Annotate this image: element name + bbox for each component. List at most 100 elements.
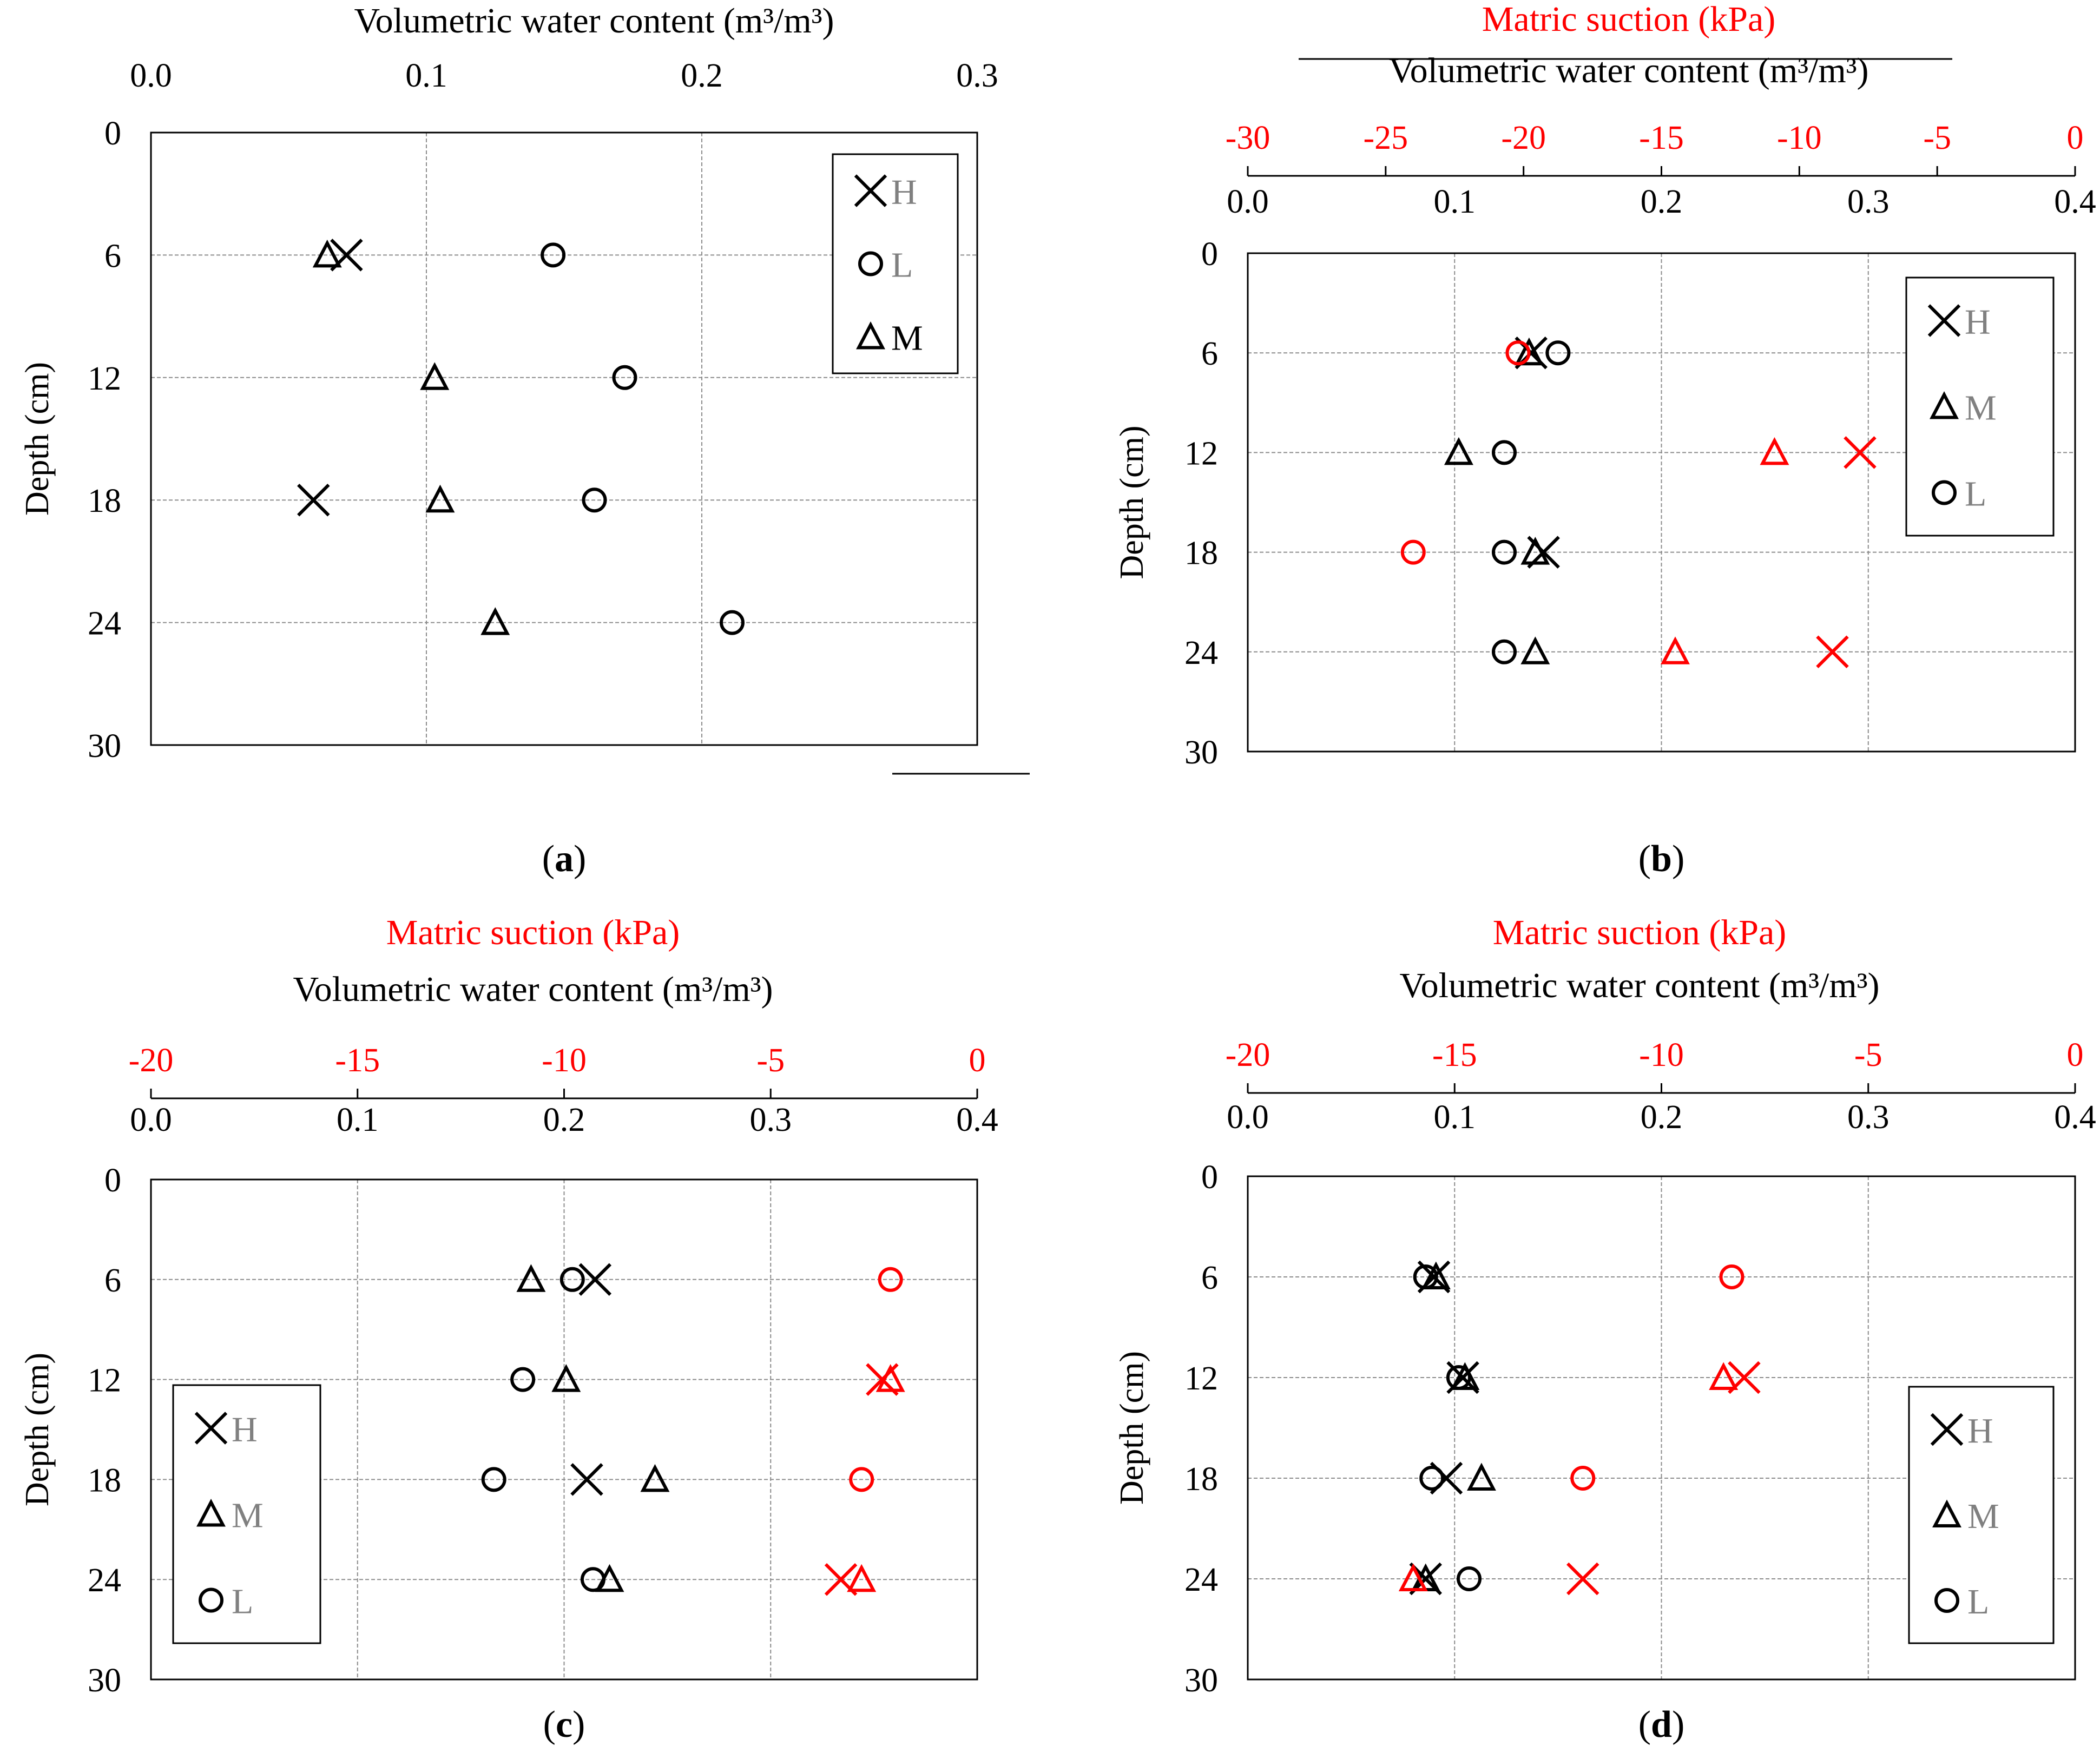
panel-d-ytick-label-2: 12	[1184, 1360, 1218, 1397]
panel-d-series-2-point-1	[1446, 1365, 1471, 1390]
panel-d-legend-marker-1	[1932, 1499, 1961, 1527]
panel-d-vwc-title: Volumetric water content (m³/m³)	[1400, 966, 1880, 1005]
panel-b-series-3-point-0	[1844, 436, 1877, 469]
panel-c-legend-label-0: H	[232, 1410, 258, 1450]
panel-c-suction-tick-label-2: -10	[542, 1042, 587, 1079]
panel-c-suction-tick-label-1: -15	[335, 1042, 380, 1079]
panel-d-series-2-point-0	[1413, 1264, 1438, 1289]
panel-a-vwc-tick-label-0: 0.0	[130, 57, 172, 94]
panel-a-vwc-tick-label-3: 0.3	[956, 57, 998, 94]
panel-c-series-5-point-0	[878, 1267, 903, 1292]
panel-a-ytick-label-4: 24	[88, 605, 121, 642]
panel-a-vwc-title: Volumetric water content (m³/m³)	[354, 1, 834, 41]
panel-a-series-2-point-0	[312, 239, 342, 268]
panel-c-vwc-tick-label-1: 0.1	[337, 1102, 379, 1138]
panel-b-legend-box	[1905, 276, 2055, 537]
panel-d-vwc-tick-label-3: 0.3	[1847, 1099, 1890, 1136]
panel-c-series-1-point-0	[516, 1264, 546, 1292]
panel-c-ytick-label-0: 0	[104, 1162, 121, 1199]
panel-b-series-5-point-0	[1505, 340, 1531, 366]
panel-c-vwc-tick-label-4: 0.4	[956, 1102, 998, 1138]
panel-d-suction-title: Matric suction (kPa)	[1493, 913, 1787, 952]
panel-c-ytick-label-3: 18	[88, 1462, 121, 1499]
panel-c-series-4-point-0	[875, 1364, 905, 1392]
panel-a-legend-marker-0	[854, 174, 887, 207]
panel-d-ytick-label-3: 18	[1184, 1461, 1218, 1498]
panel-b-legend-label-0: H	[1965, 302, 1991, 342]
panel-b-suction-tick-label-3: -15	[1639, 120, 1684, 156]
panel-a-series-0-point-1	[297, 483, 330, 517]
panel-b-series-1-point-0	[1514, 337, 1544, 366]
panel-b-suction-tick-label-6: 0	[2067, 120, 2084, 156]
panel-a-series-2-point-2	[425, 484, 455, 513]
panel-b-ytick-label-4: 24	[1184, 635, 1218, 671]
panel-b-vwc-tick-label-4: 0.4	[2054, 183, 2096, 220]
panel-d-series-1-point-0	[1421, 1261, 1451, 1289]
panel-b-series-1-point-2	[1520, 537, 1550, 565]
panel-b-suction-tick-label-0: -30	[1226, 120, 1270, 156]
panel-b-ytick-label-1: 6	[1201, 335, 1218, 372]
panel-c-suction-tick-label-0: -20	[129, 1042, 174, 1079]
panel-b-vwc-tick-label-1: 0.1	[1434, 183, 1476, 220]
panel-d-legend-label-1: M	[1967, 1497, 1999, 1536]
panel-b-vwc-tick-label-2: 0.2	[1641, 183, 1683, 220]
panel-b-series-5-point-1	[1400, 539, 1426, 565]
panel-c-ytick-label-2: 12	[88, 1362, 121, 1399]
panel-c-plot-frame	[150, 1178, 978, 1681]
panel-d-suction-tick-label-1: -15	[1432, 1037, 1477, 1073]
panel-a-ytick-label-1: 6	[104, 238, 121, 274]
panel-c-ytick-label-1: 6	[104, 1262, 121, 1299]
panel-d-legend-label-0: H	[1967, 1411, 1993, 1451]
panel-b-suction-tick-label-1: -25	[1364, 120, 1408, 156]
panel-d-suction-tick-label-0: -20	[1226, 1037, 1270, 1073]
panel-c-legend-marker-1	[196, 1499, 226, 1527]
panel-a-ytick-label-0: 0	[104, 115, 121, 152]
panel-b-series-1-point-1	[1444, 437, 1473, 465]
panel-d-legend-marker-2	[1934, 1588, 1959, 1613]
panel-a-vwc-tick-label-2: 0.2	[681, 57, 723, 94]
panel-c-label: (c)	[543, 1704, 585, 1745]
panel-a-series-2-point-3	[480, 607, 510, 635]
panel-d-series-4-point-0	[1709, 1362, 1739, 1390]
panel-d-label: (d)	[1638, 1704, 1685, 1745]
panel-a-series-1-point-1	[612, 365, 637, 390]
panel-c-vwc-tick-label-2: 0.2	[543, 1102, 585, 1138]
panel-d-vwc-tick-label-4: 0.4	[2054, 1099, 2096, 1136]
panel-d-ytick-label-1: 6	[1201, 1260, 1218, 1296]
panel-d-ytick-label-0: 0	[1201, 1159, 1218, 1196]
panel-b-legend-marker-1	[1930, 391, 1959, 419]
panel-b-ytick-label-2: 12	[1184, 435, 1218, 472]
panel-b-suction-tick-label-2: -20	[1501, 120, 1546, 156]
panel-b-legend-label-1: M	[1965, 388, 1997, 428]
panel-d-vwc-tick-label-1: 0.1	[1434, 1099, 1476, 1136]
panel-d-legend-label-2: L	[1967, 1582, 1989, 1622]
panel-a-legend-label-2: M	[891, 319, 923, 358]
panel-a-series-1-point-2	[582, 487, 607, 513]
panel-a-ytick-label-2: 12	[88, 360, 121, 397]
panel-d-plot-frame	[1247, 1175, 2076, 1681]
panel-a-legend-marker-1	[858, 251, 883, 276]
panel-b-series-2-point-2	[1491, 539, 1517, 565]
panel-c-ytick-label-5: 30	[88, 1662, 121, 1699]
panel-c-suction-tick-label-4: 0	[969, 1042, 986, 1079]
panel-b-suction-title: Matric suction (kPa)	[1482, 0, 1776, 39]
panel-a-series-2-point-1	[420, 362, 450, 390]
panel-b-legend-marker-2	[1932, 480, 1957, 505]
panel-c-suction-tick-label-3: -5	[756, 1042, 785, 1079]
panel-c-legend-label-1: M	[232, 1496, 264, 1536]
panel-c-legend-marker-2	[199, 1587, 223, 1613]
panel-c-legend-label-2: L	[232, 1582, 253, 1622]
panel-b-series-2-point-1	[1491, 440, 1517, 465]
panel-d-ytick-label-4: 24	[1184, 1562, 1218, 1598]
panel-b-legend-marker-0	[1927, 304, 1961, 337]
panel-b-plot-frame	[1247, 252, 2076, 753]
panel-a-vwc-tick-label-1: 0.1	[405, 57, 447, 94]
panel-b-vwc-title: Volumetric water content (m³/m³)	[1389, 51, 1869, 90]
panel-d-suction-tick-label-4: 0	[2067, 1037, 2084, 1073]
panel-d-series-4-point-1	[1398, 1563, 1428, 1591]
panel-d-vwc-tick-label-0: 0.0	[1227, 1099, 1269, 1136]
panel-a-ytick-label-5: 30	[88, 728, 121, 765]
panel-c-legend-marker-0	[194, 1412, 228, 1445]
